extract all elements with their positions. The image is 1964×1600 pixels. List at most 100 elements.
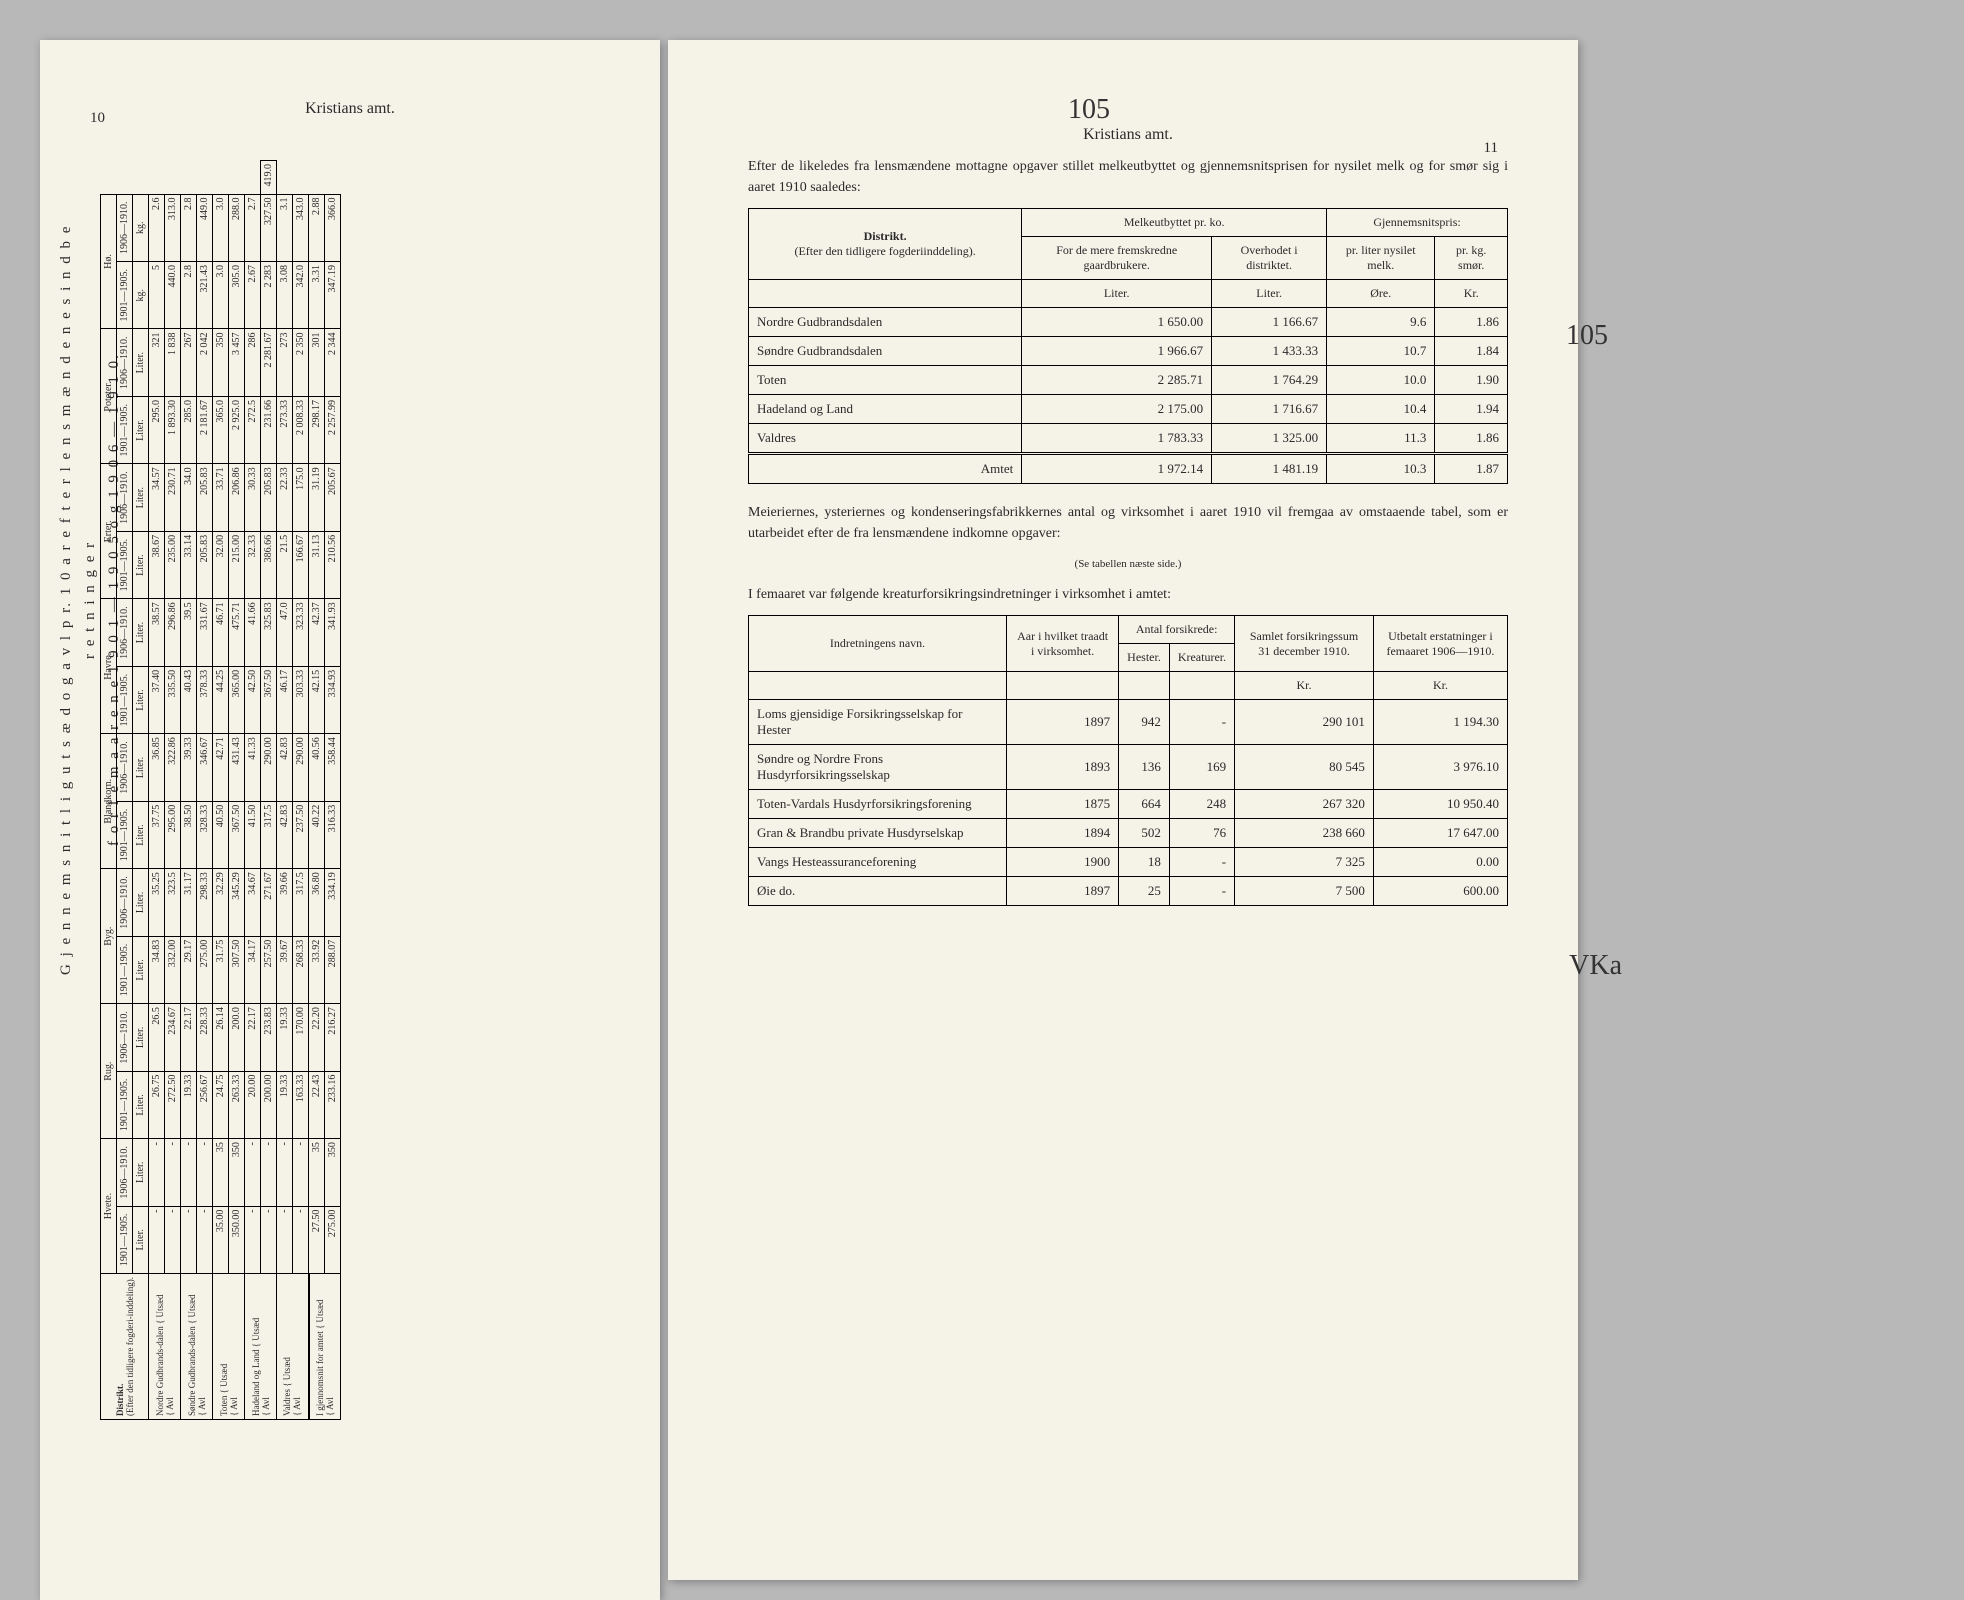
intro-para-2: Meieriernes, ysteriernes og kondensering…	[748, 502, 1508, 544]
handwriting-margin-1: 105	[1566, 320, 1608, 352]
table-cell: 350	[229, 1139, 245, 1206]
table-cell: Søndre og Nordre Frons Husdyrforsikrings…	[749, 745, 1007, 790]
table-cell: -	[261, 1206, 277, 1273]
table-cell: 33.71	[213, 464, 229, 531]
table-cell: -	[181, 1206, 197, 1273]
page-header-right: Kristians amt.	[748, 126, 1508, 144]
intro-para-3: I femaaret var følgende kreaturforsikrin…	[748, 584, 1508, 605]
table-cell: Vangs Hesteassuranceforening	[749, 848, 1007, 877]
t2-navn: Indretningens navn.	[749, 616, 1007, 672]
district-row-header: Nordre Gudbrands-dalen { Utsæd{ Avl	[149, 1274, 181, 1420]
table-cell: 38.50	[181, 801, 197, 868]
table-cell: 365.0	[213, 396, 229, 463]
table-cell: 44.25	[213, 666, 229, 733]
table-cell: 2 281.67	[261, 329, 277, 396]
table-cell: 341.93	[325, 599, 341, 666]
table-cell: 7 500	[1235, 877, 1374, 906]
table-cell: -	[149, 1139, 165, 1206]
crop-blandkorn: Blandkorn.	[101, 734, 117, 869]
t1-amtet-label: Amtet	[749, 454, 1022, 484]
table-cell: 36.80	[309, 869, 325, 936]
t1-pris: Gjennemsnitspris:	[1327, 209, 1508, 237]
table-cell: 1893	[1007, 745, 1119, 790]
table-cell: 234.67	[165, 1004, 181, 1071]
table-cell: 37.40	[149, 666, 165, 733]
table-cell: 1900	[1007, 848, 1119, 877]
period-header: 1901—1905.	[117, 936, 133, 1003]
table-cell: 288.07	[325, 936, 341, 1003]
table-cell: 3.31	[309, 262, 325, 329]
table-cell: 22.17	[181, 1004, 197, 1071]
table-cell: 41.33	[245, 734, 261, 801]
table-cell: 273	[277, 329, 293, 396]
table-cell: 290.00	[261, 734, 277, 801]
table-cell: 200.0	[229, 1004, 245, 1071]
table-cell: 2.7	[245, 194, 261, 261]
table-cell: 34.17	[245, 936, 261, 1003]
table-cell: Loms gjensidige Forsikringsselskap for H…	[749, 700, 1007, 745]
t2-aar: Aar i hvilket traadt i virksomhet.	[1007, 616, 1119, 672]
table-cell: 5	[149, 262, 165, 329]
table-cell: Øie do.	[749, 877, 1007, 906]
table-cell: 2 285.71	[1022, 366, 1212, 395]
table-cell: 2 350	[293, 329, 309, 396]
t1-amtet-2: 10.3	[1327, 454, 1435, 484]
table-cell: 19.33	[277, 1071, 293, 1138]
unit-header: Liter.	[133, 666, 149, 733]
table-cell: 275.00	[325, 1206, 341, 1273]
table-cell: 298.17	[309, 396, 325, 463]
table-cell: 235.00	[165, 531, 181, 598]
district-row-header: Toten { Utsæd{ Avl	[213, 1274, 245, 1420]
table-cell: -	[181, 1139, 197, 1206]
table-cell: 21.5	[277, 531, 293, 598]
unit-header: Liter.	[133, 396, 149, 463]
table-cell: 215.00	[229, 531, 245, 598]
table-cell: -	[165, 1206, 181, 1273]
table-cell: 2 925.0	[229, 396, 245, 463]
table-cell: 9.6	[1327, 308, 1435, 337]
table-cell: 1 166.67	[1212, 308, 1327, 337]
table-cell: 1875	[1007, 790, 1119, 819]
table-cell: 267 320	[1235, 790, 1374, 819]
table-cell: 502	[1119, 819, 1170, 848]
table-cell: -	[277, 1206, 293, 1273]
t1-over: Overhodet i distriktet.	[1212, 237, 1327, 280]
table-cell: 431.43	[229, 734, 245, 801]
table-cell: 34.83	[149, 936, 165, 1003]
page-number-left: 10	[90, 110, 105, 127]
table-cell: 32.29	[213, 869, 229, 936]
table-cell: 1 764.29	[1212, 366, 1327, 395]
table-cell: 290.00	[293, 734, 309, 801]
table-cell: 22.20	[309, 1004, 325, 1071]
table-cell: 350	[213, 329, 229, 396]
period-header: 1906—1910.	[117, 329, 133, 396]
handwriting-top: 105	[1068, 94, 1110, 126]
table-cell: 271.67	[261, 869, 277, 936]
table-cell: 76	[1169, 819, 1234, 848]
table-cell: 40.56	[309, 734, 325, 801]
table-cell: 350	[325, 1139, 341, 1206]
table-cell: 273.33	[277, 396, 293, 463]
table-cell: 216.27	[325, 1004, 341, 1071]
table-cell: 342.0	[293, 262, 309, 329]
table-cell: 272.5	[245, 396, 261, 463]
table-cell: 35	[309, 1139, 325, 1206]
table-cell: 41.66	[245, 599, 261, 666]
unit-header: Liter.	[133, 869, 149, 936]
table-cell: 22.17	[245, 1004, 261, 1071]
table-cell: 2.88	[309, 194, 325, 261]
period-header: 1901—1905.	[117, 666, 133, 733]
table-cell: 3 457	[229, 329, 245, 396]
t2-utb: Utbetalt erstatninger i femaaret 1906—19…	[1373, 616, 1507, 672]
table-cell: 301	[309, 329, 325, 396]
table-cell: 323.5	[165, 869, 181, 936]
table-cell: 233.16	[325, 1071, 341, 1138]
table-cell: -	[277, 1139, 293, 1206]
table-cell: 303.33	[293, 666, 309, 733]
table-cell: 347.19	[325, 262, 341, 329]
table-cell: 166.67	[293, 531, 309, 598]
table-cell: 41.50	[245, 801, 261, 868]
table-cell: 22.33	[277, 464, 293, 531]
table-cell: 24.75	[213, 1071, 229, 1138]
table-cell: 334.93	[325, 666, 341, 733]
